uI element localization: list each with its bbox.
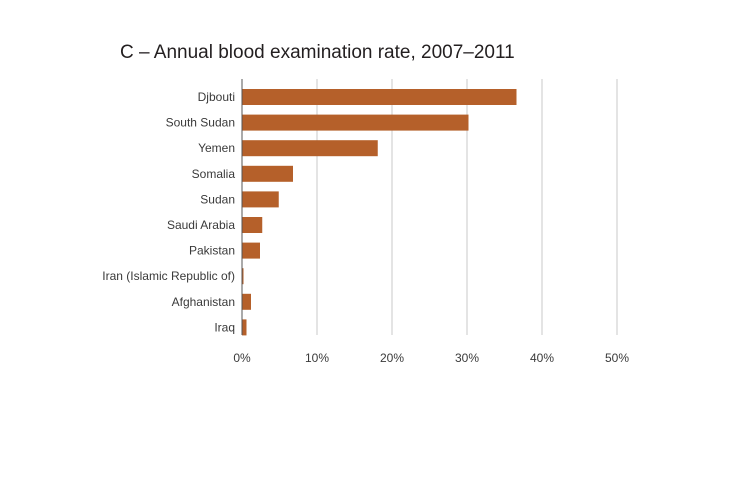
category-label: Somalia	[192, 167, 236, 181]
chart-title: C – Annual blood examination rate, 2007–…	[120, 42, 515, 63]
category-label: South Sudan	[166, 116, 235, 130]
x-tick-label: 40%	[530, 351, 554, 365]
category-label: Sudan	[200, 192, 235, 206]
x-tick-label: 20%	[380, 351, 404, 365]
bar-saudi-arabia	[242, 217, 263, 233]
x-tick-label: 0%	[233, 351, 251, 365]
x-tick-labels: 0% 10% 20% 30% 40% 50%	[233, 351, 629, 365]
bar-iran-islamic-republic-of	[242, 268, 244, 285]
bar-djbouti	[242, 89, 517, 105]
category-label: Pakistan	[189, 244, 235, 258]
category-label: Afghanistan	[172, 295, 235, 309]
bar-iraq	[242, 319, 247, 336]
bar-yemen	[242, 140, 378, 157]
bars	[242, 89, 517, 336]
x-tick-label: 30%	[455, 351, 479, 365]
category-label: Yemen	[198, 141, 235, 155]
x-tick-label: 50%	[605, 351, 629, 365]
category-labels: Djbouti South Sudan Yemen Somalia Sudan Saudi…	[102, 90, 235, 334]
bar-afghanistan	[242, 293, 251, 310]
category-label: Djbouti	[198, 90, 235, 104]
category-label: Iran (Islamic Republic of)	[102, 269, 235, 283]
bar-sudan	[242, 191, 279, 208]
x-tick-label: 10%	[305, 351, 329, 365]
bar-south-sudan	[242, 114, 469, 131]
grid-lines	[316, 79, 618, 335]
category-label: Iraq	[214, 320, 235, 334]
category-label: Saudi Arabia	[167, 218, 235, 232]
bar-somalia	[242, 165, 293, 182]
bar-pakistan	[242, 242, 260, 259]
